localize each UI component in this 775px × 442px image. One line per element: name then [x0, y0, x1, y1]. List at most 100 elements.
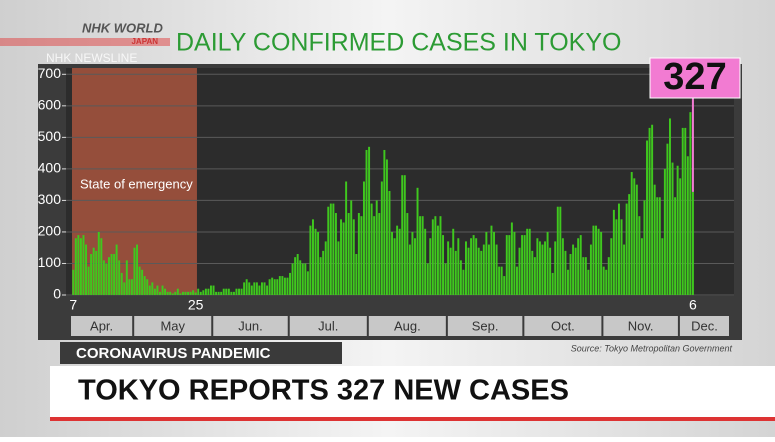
- bar: [181, 291, 184, 295]
- y-tick-label: 600: [38, 97, 62, 113]
- bar: [618, 203, 620, 295]
- bar: [289, 272, 291, 295]
- bar: [686, 156, 689, 295]
- bar: [171, 293, 174, 295]
- bar: [403, 175, 406, 295]
- bar: [640, 238, 643, 295]
- bar: [452, 228, 455, 295]
- bar: [577, 238, 580, 295]
- bar: [620, 219, 623, 295]
- y-tick-label: 0: [53, 286, 61, 302]
- bar: [589, 244, 592, 295]
- bar: [541, 244, 544, 295]
- month-label: Jun.: [238, 318, 263, 333]
- bar: [273, 279, 276, 295]
- bar: [572, 244, 575, 295]
- bar: [329, 203, 332, 295]
- bar: [436, 225, 439, 295]
- bar: [378, 213, 381, 295]
- bar: [342, 222, 345, 295]
- bar: [166, 291, 169, 295]
- bar: [459, 260, 462, 295]
- bar: [87, 266, 90, 295]
- bar: [215, 291, 218, 295]
- bar: [332, 203, 335, 295]
- bar: [253, 282, 256, 295]
- bar: [643, 200, 646, 295]
- bar: [592, 225, 595, 295]
- bar: [299, 260, 302, 295]
- bar: [556, 206, 559, 295]
- bar: [401, 175, 404, 295]
- bar: [169, 291, 172, 295]
- bar: [176, 288, 179, 295]
- bar: [77, 235, 80, 295]
- bar: [538, 241, 541, 295]
- bar: [546, 231, 549, 295]
- bar: [296, 254, 299, 295]
- bar: [383, 149, 386, 295]
- logo-sub: JAPAN: [131, 37, 158, 46]
- bar: [222, 288, 225, 295]
- bar: [635, 184, 638, 295]
- bar: [301, 263, 304, 295]
- bar: [95, 250, 98, 295]
- bar: [602, 266, 605, 295]
- bar: [385, 159, 388, 295]
- bar: [250, 285, 253, 295]
- bar: [408, 244, 411, 295]
- bar: [661, 238, 664, 295]
- bar: [309, 225, 312, 295]
- bar: [564, 250, 567, 295]
- bar: [656, 197, 659, 295]
- bar: [549, 247, 552, 295]
- bar: [345, 181, 348, 295]
- bar: [97, 231, 100, 295]
- bar: [393, 238, 396, 295]
- bar: [350, 200, 353, 295]
- bar: [243, 282, 246, 295]
- month-band: [679, 316, 729, 336]
- x-tick-label: 7: [69, 297, 77, 313]
- bar: [388, 190, 391, 295]
- bar: [153, 288, 156, 295]
- month-label: Sep.: [472, 318, 499, 333]
- bar: [500, 266, 503, 295]
- bar: [207, 288, 210, 295]
- bar: [691, 191, 694, 295]
- bar: [628, 194, 631, 295]
- bar: [110, 254, 113, 295]
- bar: [658, 197, 661, 295]
- bar: [421, 216, 424, 295]
- bar: [669, 118, 671, 295]
- bar: [324, 241, 327, 295]
- bar: [357, 213, 360, 295]
- bar: [449, 247, 452, 295]
- bar: [674, 197, 677, 295]
- bar: [146, 279, 149, 295]
- bar: [465, 241, 467, 295]
- bar: [312, 219, 314, 295]
- bar: [271, 277, 274, 295]
- bar: [317, 231, 320, 295]
- bar: [574, 247, 577, 295]
- bar: [225, 288, 228, 295]
- bar: [248, 282, 251, 295]
- bar: [306, 271, 309, 295]
- bar: [217, 291, 220, 295]
- bar: [194, 292, 197, 295]
- bar: [266, 285, 269, 295]
- bar: [118, 260, 121, 295]
- bar: [120, 272, 123, 295]
- chart-title: DAILY CONFIRMED CASES IN TOKYO: [176, 29, 621, 57]
- y-tick-label: 400: [38, 160, 62, 176]
- month-label: Nov.: [628, 318, 654, 333]
- month-band: [447, 316, 523, 336]
- bar: [510, 222, 513, 295]
- bar: [258, 285, 261, 295]
- bar: [230, 291, 233, 295]
- bar: [368, 146, 371, 295]
- bar: [105, 263, 108, 295]
- bar: [485, 231, 488, 295]
- bar: [396, 225, 399, 295]
